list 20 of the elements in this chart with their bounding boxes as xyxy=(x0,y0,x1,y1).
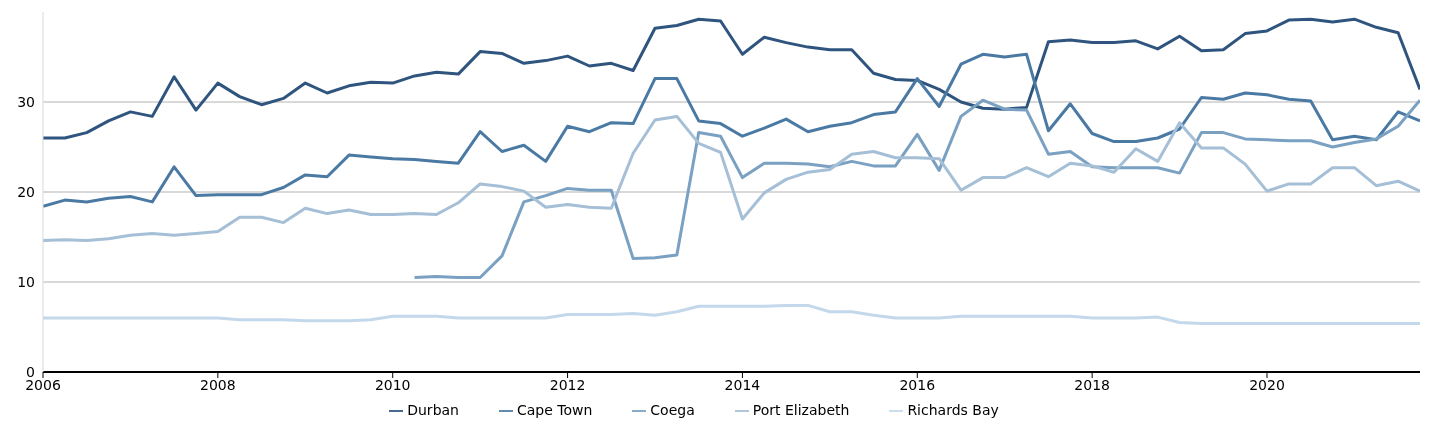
line-series xyxy=(43,52,1420,208)
legend-label: Coega xyxy=(650,402,695,418)
y-tick-label: 10 xyxy=(17,273,35,290)
y-tick-label: 30 xyxy=(17,93,35,110)
legend-label: Richards Bay xyxy=(907,402,999,418)
line-series xyxy=(43,303,1420,325)
line-series xyxy=(413,98,1420,279)
x-tick-label: 2020 xyxy=(1249,376,1285,393)
x-tick-label: 2018 xyxy=(1074,376,1110,393)
x-tick-label: 2008 xyxy=(200,376,236,393)
line-series xyxy=(43,17,1420,140)
y-tick-label: 20 xyxy=(17,183,35,200)
legend-label: Durban xyxy=(407,402,459,418)
legend-label: Cape Town xyxy=(516,402,593,418)
line-series xyxy=(43,114,1420,243)
x-tick-label: 2014 xyxy=(724,376,761,393)
legend-label: Port Elizabeth xyxy=(752,402,850,418)
x-tick-label: 2012 xyxy=(549,376,586,393)
x-tick-label: 2010 xyxy=(374,376,411,393)
x-tick-label: 2016 xyxy=(899,376,936,393)
